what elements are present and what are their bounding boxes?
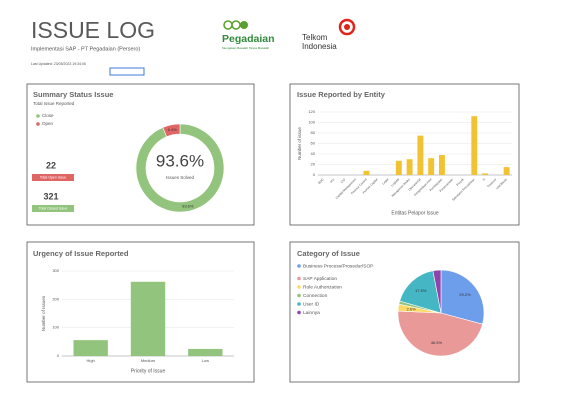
page-title: ISSUE LOG — [31, 17, 155, 43]
x-tick-label: Proyek — [455, 177, 465, 187]
legend-marker — [36, 122, 40, 126]
telkom-name: Indonesia — [302, 42, 337, 51]
bar — [363, 170, 370, 175]
card-label: Total Open Issue — [40, 175, 66, 179]
legend-marker — [297, 310, 301, 315]
x-axis-title: Priority of Issue — [131, 368, 166, 374]
slice — [399, 270, 442, 314]
value-label: 6.4% — [168, 127, 178, 132]
card-label: Total Closed Issue — [39, 206, 68, 210]
x-tick-label: Low — [202, 358, 209, 363]
logo-dot — [240, 21, 248, 29]
bar — [438, 155, 445, 175]
legend-marker — [297, 264, 301, 268]
logo-ring — [338, 18, 356, 36]
legend-marker — [297, 302, 301, 306]
y-tick-label: 0 — [57, 353, 60, 358]
x-tick-label: IAU — [329, 177, 335, 183]
legend-label: Close — [42, 113, 54, 118]
x-tick-label: CIO — [340, 177, 347, 184]
card-value: 321 — [43, 191, 58, 201]
y-tick-label: 0 — [313, 172, 316, 177]
panel-title: Urgency of Issue Reported — [33, 249, 129, 258]
value-label: 17.5% — [415, 288, 427, 293]
slice — [432, 269, 442, 314]
bar — [130, 281, 166, 356]
bar — [482, 173, 489, 175]
legend-marker — [297, 285, 301, 289]
slice — [397, 310, 483, 357]
last-updated: Last Updated: 23/05/2023 19:34:06 — [31, 62, 86, 66]
value-label: 93.6% — [182, 203, 194, 208]
panel-title: Category of Issue — [297, 249, 360, 258]
y-tick-label: 20 — [311, 162, 316, 167]
card-badge — [32, 174, 74, 181]
x-tick-label: High — [87, 358, 95, 363]
bar — [188, 348, 223, 356]
y-tick-label: 40 — [311, 151, 316, 156]
slice — [162, 123, 181, 138]
center-label: Issues Solved — [166, 175, 195, 180]
legend-marker — [297, 276, 301, 281]
slice — [440, 269, 485, 325]
value-label: 2.6% — [407, 306, 417, 311]
bar — [428, 158, 435, 175]
y-tick-label: 100 — [308, 120, 315, 125]
x-tick-label: Logistik — [390, 177, 400, 187]
page-subtitle: Implementasi SAP - PT Pegadaian (Persero… — [31, 46, 140, 52]
legend-label: Business Process/Prosedur/SOP — [303, 263, 373, 269]
x-tick-label: Medium — [141, 358, 156, 363]
y-axis-title: Number of Issues — [41, 295, 46, 331]
pegadaian-logo: Pegadaian Mengatasi Masalah Tanpa Masala… — [222, 20, 275, 50]
legend-label: User ID — [303, 301, 320, 307]
y-axis-title: Number of issue — [297, 127, 302, 160]
bar — [503, 167, 510, 175]
pegadaian-tagline: Mengatasi Masalah Tanpa Masalah — [222, 46, 269, 50]
donut-hole — [146, 134, 214, 202]
x-tick-label: BOD — [317, 177, 325, 185]
y-tick-label: 200 — [52, 296, 59, 301]
telkom-logo: Telkom Indonesia — [302, 18, 356, 51]
y-tick-label: 100 — [52, 325, 59, 330]
y-tick-label: 120 — [308, 109, 315, 114]
value-label: 29.2% — [459, 292, 471, 297]
bar — [406, 159, 413, 175]
center-value: 93.6% — [156, 151, 204, 170]
y-tick-label: 80 — [311, 130, 316, 135]
bar — [395, 160, 402, 175]
legend-label: Open — [42, 121, 54, 126]
logo-ring — [231, 20, 241, 30]
panel-title: Issue Reported by Entity — [297, 90, 386, 99]
pegadaian-name: Pegadaian — [222, 33, 275, 45]
bar — [417, 135, 424, 175]
x-tick-label: TI — [482, 177, 487, 182]
legend-label: Lainnya — [303, 310, 320, 316]
x-tick-label: Treasury — [486, 177, 497, 188]
filter-box[interactable] — [109, 67, 145, 76]
card-value: 22 — [46, 160, 56, 170]
x-axis-title: Entitas Pelapor Issue — [391, 210, 438, 216]
slice — [135, 123, 225, 213]
bar — [73, 340, 108, 356]
legend-label: Connection — [303, 293, 328, 299]
y-tick-label: 300 — [52, 268, 59, 273]
legend-label: SAP Application — [303, 276, 337, 282]
telkom-name: Telkom — [302, 33, 328, 42]
card-badge — [32, 205, 74, 212]
logo-dot — [344, 24, 350, 30]
y-tick-label: 60 — [311, 141, 316, 146]
value-label: 46.5% — [431, 340, 443, 345]
legend-marker — [297, 293, 301, 298]
legend-label: Role Authorization — [303, 284, 342, 290]
logo-ring — [223, 20, 233, 30]
chart-subtitle: Total Issue Reported — [33, 101, 75, 106]
legend-marker — [36, 114, 40, 118]
x-tick-label: Legal — [381, 177, 389, 185]
panel-title: Summary Status Issue — [33, 90, 113, 99]
bar — [471, 116, 478, 175]
panel — [289, 83, 520, 226]
